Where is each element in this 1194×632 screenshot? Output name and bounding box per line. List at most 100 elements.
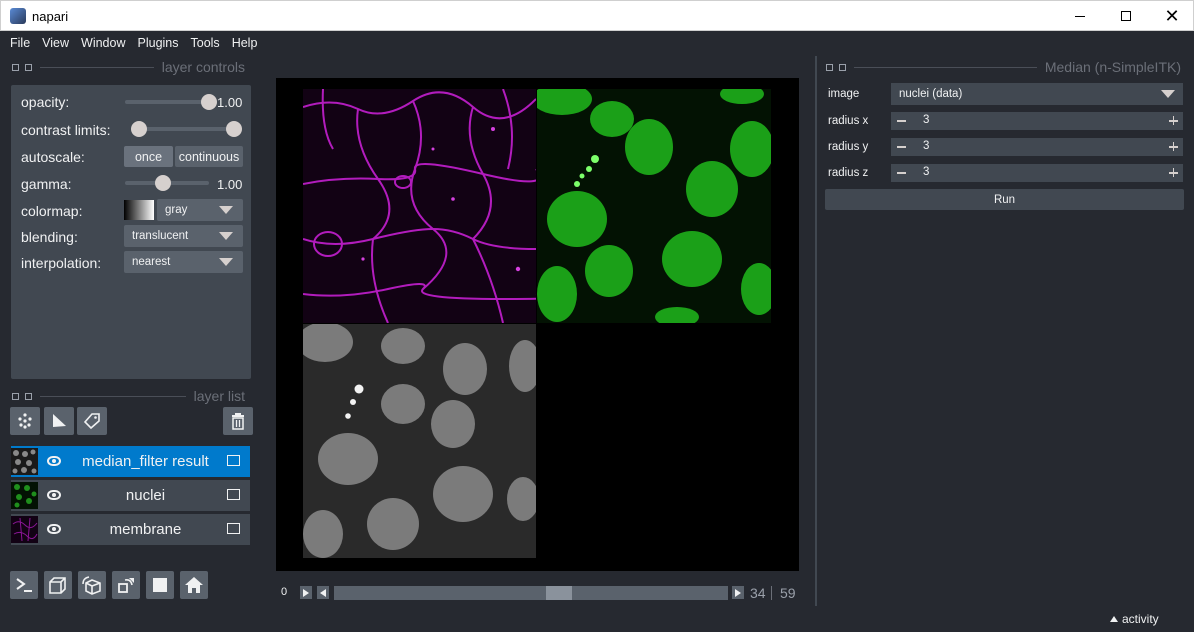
blending-value: translucent — [132, 230, 189, 242]
new-shapes-layer-button[interactable] — [44, 407, 74, 435]
decrement-icon[interactable] — [897, 172, 906, 174]
visibility-eye-icon[interactable] — [47, 456, 61, 466]
dims-slider-thumb[interactable] — [546, 586, 572, 600]
float-icon[interactable] — [12, 392, 19, 400]
nuclei-image — [537, 89, 771, 323]
menu-window[interactable]: Window — [81, 36, 126, 50]
menu-plugins[interactable]: Plugins — [137, 36, 179, 50]
step-back-button[interactable] — [317, 586, 329, 599]
layer-name[interactable]: median_filter result — [82, 453, 209, 470]
dims-slider-track[interactable] — [334, 586, 728, 600]
blending-label: blending: — [21, 229, 78, 245]
radius-x-value[interactable]: 3 — [923, 114, 930, 126]
new-labels-layer-button[interactable] — [77, 407, 107, 435]
undock-icon[interactable] — [839, 63, 846, 71]
decrement-icon[interactable] — [897, 120, 906, 122]
total-frames: 59 — [780, 585, 796, 601]
visibility-eye-icon[interactable] — [47, 524, 61, 534]
gamma-slider-handle[interactable] — [155, 175, 171, 191]
delete-layer-button[interactable] — [223, 407, 253, 435]
float-icon[interactable] — [826, 63, 833, 71]
image-param-select[interactable]: nuclei (data) — [891, 83, 1183, 105]
radius-y-label: radius y — [828, 141, 869, 153]
new-points-layer-button[interactable] — [10, 407, 40, 435]
colormap-select[interactable]: gray — [157, 199, 243, 221]
float-icon[interactable] — [12, 63, 19, 71]
layer-row-median-filter-result[interactable]: median_filter result — [11, 446, 250, 477]
median-filter-result-image — [303, 324, 536, 558]
radius-x-label: radius x — [828, 115, 869, 127]
points-icon — [18, 413, 32, 429]
dock-title-divider — [40, 66, 154, 68]
layer-thumbnail — [11, 448, 38, 475]
blending-select[interactable]: translucent — [124, 225, 243, 247]
reset-view-button[interactable] — [180, 571, 208, 599]
undock-icon[interactable] — [25, 392, 32, 400]
autoscale-label: autoscale: — [21, 149, 85, 165]
opacity-label: opacity: — [21, 94, 70, 110]
undock-icon[interactable] — [25, 63, 32, 71]
menu-view[interactable]: View — [42, 36, 70, 50]
layer-name[interactable]: nuclei — [125, 487, 166, 504]
menu-help[interactable]: Help — [231, 36, 258, 50]
layer-row-nuclei[interactable]: nuclei — [11, 480, 250, 511]
increment-icon-bar — [1172, 142, 1174, 151]
autoscale-once-button[interactable]: once — [124, 146, 173, 167]
transpose-icon — [118, 578, 134, 593]
layer-controls-title: layer controls — [161, 59, 245, 75]
autoscale-continuous-button[interactable]: continuous — [175, 146, 243, 167]
radius-x-spinbox[interactable]: 3 — [891, 112, 1183, 130]
decrement-icon[interactable] — [897, 146, 906, 148]
interpolation-select[interactable]: nearest — [124, 251, 243, 273]
layer-row-membrane[interactable]: membrane — [11, 514, 250, 545]
step-back-icon — [320, 588, 326, 597]
window-title: napari — [32, 9, 69, 24]
maximize-button[interactable] — [1103, 1, 1149, 31]
contrast-min-handle[interactable] — [131, 121, 147, 137]
radius-z-spinbox[interactable]: 3 — [891, 164, 1183, 182]
run-button[interactable]: Run — [825, 189, 1184, 210]
layer-controls-panel: opacity: 1.00 contrast limits: autoscale… — [11, 85, 251, 379]
opacity-slider[interactable] — [125, 100, 209, 104]
close-button[interactable]: ✕ — [1149, 1, 1194, 31]
activity-label: activity — [1122, 612, 1159, 626]
radius-y-value[interactable]: 3 — [923, 140, 930, 152]
radius-z-label: radius z — [828, 167, 869, 179]
minimize-button[interactable] — [1057, 1, 1103, 31]
layer-controls-dock-title: layer controls — [12, 59, 245, 75]
nuclei-image-tile — [537, 89, 771, 323]
radius-y-spinbox[interactable]: 3 — [891, 138, 1183, 156]
transpose-dims-button[interactable] — [112, 571, 140, 599]
colormap-swatch — [124, 200, 154, 220]
radius-z-value[interactable]: 3 — [923, 166, 930, 178]
activity-toggle[interactable]: activity — [1110, 612, 1159, 626]
image-layer-icon — [227, 455, 240, 466]
viewer-canvas[interactable] — [276, 78, 799, 571]
minimize-icon — [1075, 15, 1085, 17]
menu-file[interactable]: File — [10, 36, 31, 50]
increment-icon-bar — [1172, 168, 1174, 177]
frame-separator — [771, 586, 772, 600]
visibility-eye-icon[interactable] — [47, 490, 61, 500]
play-button[interactable] — [300, 586, 312, 599]
layer-name[interactable]: membrane — [109, 521, 182, 538]
ndisplay-toggle-button[interactable] — [44, 571, 72, 599]
menu-tools[interactable]: Tools — [190, 36, 220, 50]
layer-thumbnail — [11, 482, 38, 509]
gamma-value: 1.00 — [217, 177, 243, 192]
interpolation-label: interpolation: — [21, 255, 102, 271]
opacity-slider-handle[interactable] — [201, 94, 217, 110]
maximize-icon — [1121, 11, 1131, 21]
step-forward-button[interactable] — [732, 586, 744, 599]
console-button[interactable] — [10, 571, 38, 599]
colormap-value: gray — [165, 204, 188, 216]
image-param-value: nuclei (data) — [899, 88, 963, 100]
grid-mode-button[interactable] — [146, 571, 174, 599]
layer-list-title: layer list — [193, 388, 245, 404]
dock-splitter[interactable] — [815, 56, 817, 606]
contrast-limits-slider[interactable] — [131, 127, 235, 131]
current-frame[interactable]: 34 — [750, 585, 766, 601]
layer-thumbnail — [11, 516, 38, 543]
roll-dims-button[interactable] — [78, 571, 106, 599]
contrast-max-handle[interactable] — [226, 121, 242, 137]
